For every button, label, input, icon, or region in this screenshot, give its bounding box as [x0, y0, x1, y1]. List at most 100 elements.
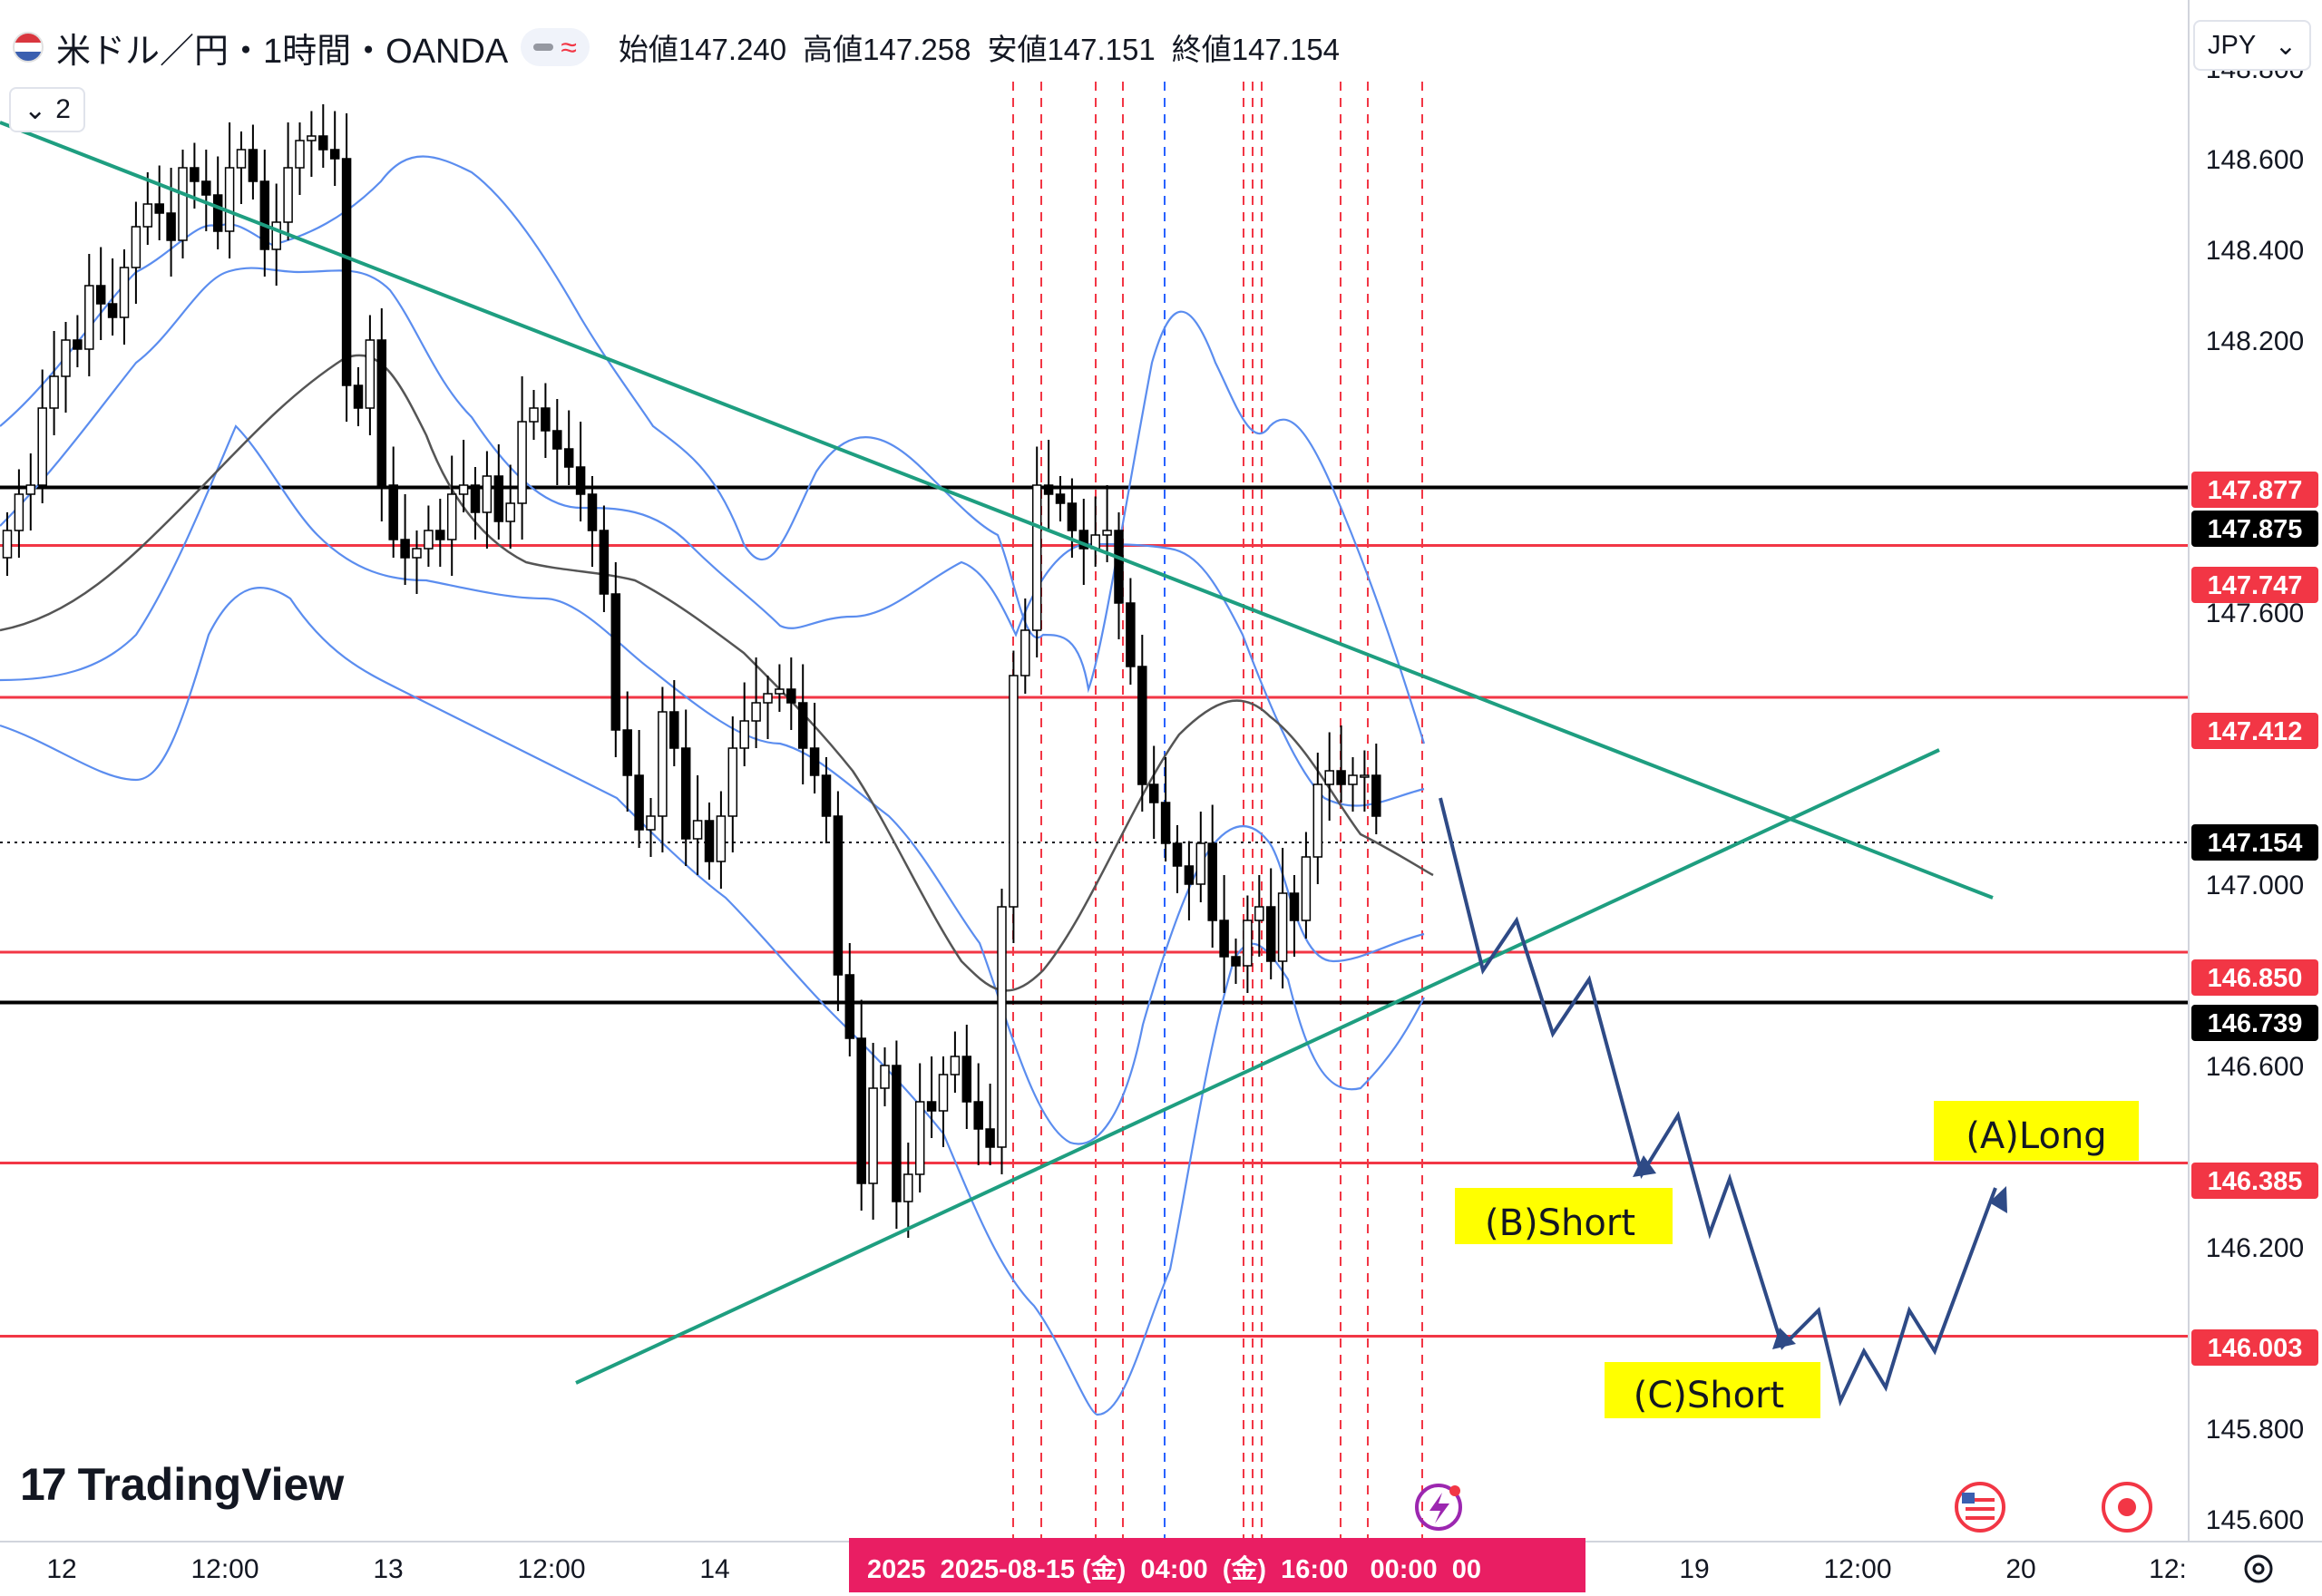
candle: [517, 376, 527, 540]
candle: [1336, 725, 1346, 803]
price-label-2: 147.747: [2191, 567, 2318, 603]
horizontal-price-levels: [0, 485, 2189, 1338]
candle: [563, 410, 574, 485]
candle: [318, 104, 328, 168]
candle: [283, 122, 293, 240]
price-tick-3: 148.200: [2206, 326, 2304, 356]
candle: [856, 999, 866, 1211]
time-tick-8: 12:: [2149, 1554, 2187, 1584]
price-label-3: 147.412: [2191, 713, 2318, 749]
candle: [727, 716, 738, 852]
candle: [446, 455, 457, 576]
candle: [1160, 757, 1171, 861]
low-value: 147.151: [1047, 33, 1156, 66]
price-tick-1: 148.600: [2206, 145, 2304, 175]
settings-gear-icon[interactable]: [2244, 1554, 2273, 1583]
svg-text:147.412: 147.412: [2208, 717, 2303, 746]
candle: [505, 464, 515, 549]
candle: [1195, 812, 1206, 902]
candle: [692, 775, 703, 875]
candle: [587, 476, 598, 567]
candle: [622, 691, 632, 812]
candle: [37, 369, 47, 503]
high-value: 147.258: [863, 33, 971, 66]
candle: [1243, 895, 1253, 993]
candle: [1184, 841, 1195, 920]
price-tick-5: 147.000: [2206, 871, 2304, 900]
time-tick-3: 12:00: [517, 1554, 585, 1584]
candle: [739, 682, 749, 766]
price-label-5: 146.850: [2191, 959, 2318, 996]
candle: [868, 1043, 878, 1220]
time-tick-7: 20: [2005, 1554, 2035, 1584]
currency-select[interactable]: JPY ⌄: [2193, 20, 2311, 71]
candle: [903, 1143, 913, 1238]
svg-text:147.877: 147.877: [2208, 476, 2303, 505]
candle: [107, 258, 118, 336]
price-tick-2: 148.400: [2206, 236, 2304, 266]
minus-icon: [533, 44, 554, 51]
candle: [307, 111, 317, 177]
price-tick-9: 145.600: [2206, 1505, 2304, 1535]
time-tick-1: 12:00: [190, 1554, 259, 1584]
price-label-8: 146.003: [2191, 1329, 2318, 1366]
candle: [634, 730, 644, 848]
candle: [259, 150, 270, 277]
open-value: 147.240: [678, 33, 787, 66]
svg-text:146.385: 146.385: [2208, 1167, 2303, 1196]
lightning-icon[interactable]: [1415, 1484, 1462, 1531]
candle: [1231, 939, 1241, 984]
candle: [1265, 868, 1276, 979]
tradingview-wordmark: TradingView: [77, 1459, 345, 1510]
descending-trendline: [0, 121, 1994, 900]
symbol-title[interactable]: 米ドル／円・1時間・OANDA: [56, 32, 509, 71]
candle: [224, 122, 235, 258]
alert-event-icon[interactable]: [2102, 1482, 2152, 1533]
us-jp-flag-icon: [13, 32, 44, 63]
candle: [236, 131, 247, 204]
svg-text:146.850: 146.850: [2208, 964, 2303, 993]
candle: [1289, 875, 1300, 957]
bb-lower-inner: [0, 424, 1425, 1145]
candle: [1219, 875, 1229, 993]
label-a-long: (A)Long: [1966, 1115, 2106, 1157]
price-label-4: 147.154: [2191, 824, 2318, 861]
svg-text:147.747: 147.747: [2208, 571, 2303, 600]
price-axis-labels: 147.877 147.875 147.747 147.412 147.154 146.8…: [2191, 472, 2318, 1366]
price-axis-background[interactable]: [2189, 0, 2322, 1542]
candle: [1360, 750, 1370, 812]
candle: [178, 150, 188, 258]
candle: [25, 453, 36, 530]
wave-icon: ≈: [561, 31, 577, 63]
candle: [1067, 478, 1078, 558]
candle: [412, 530, 422, 594]
indicators-collapse-button[interactable]: ⌄ 2: [9, 87, 85, 132]
projection-path: [1439, 797, 1997, 1406]
price-tick-6: 146.600: [2206, 1052, 2304, 1082]
candle: [716, 791, 727, 889]
currency-label: JPY: [2208, 30, 2257, 60]
candle: [1254, 875, 1264, 957]
candle: [529, 390, 539, 440]
candle: [142, 172, 153, 245]
candle: [119, 249, 130, 345]
close-label: 終値: [1171, 33, 1232, 66]
price-label-0: 147.877: [2191, 472, 2318, 508]
ohlc-values: 始値147.240 高値147.258 安値147.151 終値147.154: [619, 25, 1340, 69]
candle: [1371, 744, 1381, 834]
candle: [14, 469, 24, 558]
candle: [541, 383, 551, 458]
candle: [458, 440, 469, 512]
candle: [880, 1047, 890, 1106]
indicator-toggle[interactable]: ≈: [521, 28, 590, 66]
time-cursor-label-bg: [849, 1538, 1585, 1592]
candle: [1301, 832, 1312, 939]
price-tick-7: 146.200: [2206, 1233, 2304, 1263]
time-tick-2: 13: [373, 1554, 403, 1584]
candle: [786, 657, 796, 730]
candle: [400, 494, 410, 585]
candle: [1172, 825, 1183, 893]
us-economic-event-icon[interactable]: [1955, 1482, 2005, 1533]
bb-upper-outer: [0, 155, 1426, 744]
